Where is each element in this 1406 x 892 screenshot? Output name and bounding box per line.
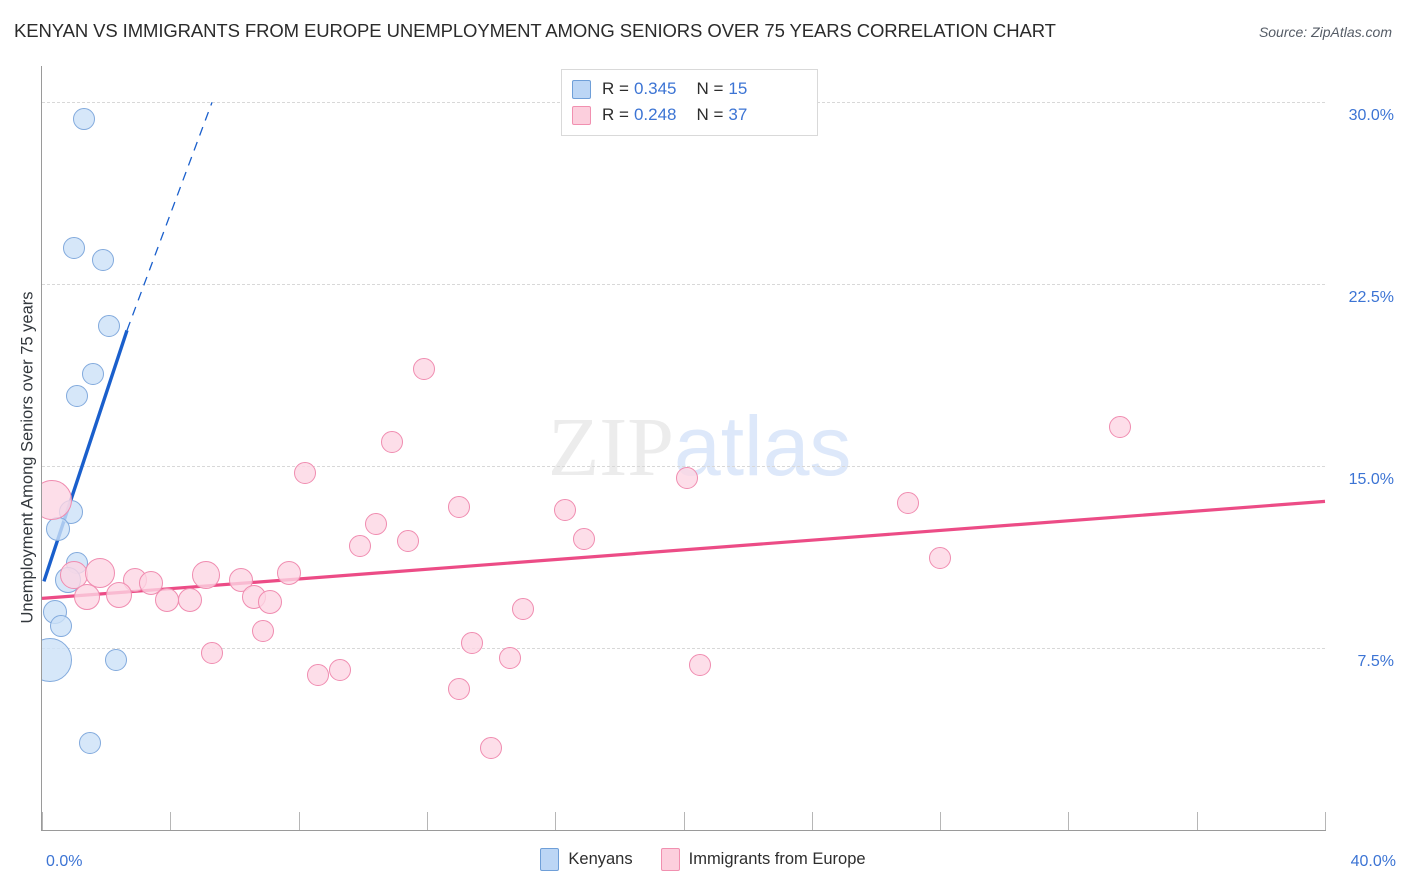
page-title: KENYAN VS IMMIGRANTS FROM EUROPE UNEMPLO… <box>14 20 1056 41</box>
data-point-immigrants-from-europe[interactable] <box>73 584 100 611</box>
gridline <box>42 648 1325 650</box>
x-axis-tick <box>42 812 43 830</box>
data-point-immigrants-from-europe[interactable] <box>412 358 435 381</box>
data-point-immigrants-from-europe[interactable] <box>42 480 72 521</box>
legend-row-immigrants-from-europe: R = 0.248 N = 37 <box>572 102 807 128</box>
n-value-kenyans: 15 <box>728 79 748 98</box>
data-point-kenyans[interactable] <box>82 363 105 386</box>
x-axis-tick <box>1196 812 1198 830</box>
r-label-immigrants: R = <box>602 105 629 124</box>
data-point-kenyans[interactable] <box>104 649 127 672</box>
x-axis-tick <box>298 812 300 830</box>
x-axis-line <box>41 830 1326 831</box>
data-point-immigrants-from-europe[interactable] <box>105 581 132 608</box>
data-point-immigrants-from-europe[interactable] <box>512 598 535 621</box>
data-point-kenyans[interactable] <box>79 731 102 754</box>
x-axis-tick <box>555 812 557 830</box>
x-axis-tick <box>1068 812 1070 830</box>
x-axis-min-label: 0.0% <box>46 853 83 870</box>
y-tick-label: 7.5% <box>1357 653 1394 671</box>
y-tick-label: 22.5% <box>1348 289 1394 307</box>
data-point-immigrants-from-europe[interactable] <box>480 736 503 759</box>
data-point-immigrants-from-europe[interactable] <box>447 496 470 519</box>
y-axis-line <box>41 66 42 831</box>
gridline <box>42 466 1325 468</box>
x-axis-tick <box>1325 812 1326 830</box>
data-point-immigrants-from-europe[interactable] <box>688 654 711 677</box>
data-point-immigrants-from-europe[interactable] <box>553 498 576 521</box>
y-tick-label: 30.0% <box>1348 107 1394 125</box>
data-point-immigrants-from-europe[interactable] <box>396 530 419 553</box>
legend-label-immigrants-from-europe: Immigrants from Europe <box>688 850 866 868</box>
data-point-kenyans[interactable] <box>72 108 95 131</box>
n-label-kenyans: N = <box>696 79 724 98</box>
data-point-immigrants-from-europe[interactable] <box>897 491 920 514</box>
data-point-immigrants-from-europe[interactable] <box>929 547 952 570</box>
y-tick-label: 15.0% <box>1348 471 1394 489</box>
data-point-immigrants-from-europe[interactable] <box>460 632 483 655</box>
r-label-kenyans: R = <box>602 79 629 98</box>
r-value-kenyans: 0.345 <box>633 79 677 98</box>
x-axis-tick <box>426 812 428 830</box>
x-axis-tick <box>811 812 813 830</box>
data-point-immigrants-from-europe[interactable] <box>155 587 180 612</box>
legend-label-kenyans: Kenyans <box>568 850 633 868</box>
data-point-immigrants-from-europe[interactable] <box>675 467 698 490</box>
scatter-markers <box>42 66 1326 831</box>
data-point-immigrants-from-europe[interactable] <box>84 557 115 588</box>
legend-swatch-immigrants-from-europe <box>572 105 591 125</box>
data-point-kenyans[interactable] <box>46 517 71 542</box>
legend-entry-kenyans[interactable]: Kenyans <box>540 848 633 871</box>
series-legend: Kenyans Immigrants from Europe <box>0 848 1406 871</box>
x-axis-tick <box>940 812 942 830</box>
legend-swatch-kenyans <box>572 79 591 99</box>
data-point-immigrants-from-europe[interactable] <box>294 462 316 485</box>
legend-chip-kenyans <box>540 848 560 871</box>
legend-chip-immigrants-from-europe <box>660 848 680 871</box>
r-value-immigrants: 0.248 <box>633 105 677 124</box>
data-point-immigrants-from-europe[interactable] <box>191 561 220 590</box>
legend-entry-immigrants-from-europe[interactable]: Immigrants from Europe <box>660 848 866 871</box>
source-label: Source: ZipAtlas.com <box>1258 24 1392 40</box>
data-point-kenyans[interactable] <box>42 638 73 683</box>
data-point-immigrants-from-europe[interactable] <box>380 430 403 453</box>
data-point-immigrants-from-europe[interactable] <box>499 646 522 669</box>
data-point-immigrants-from-europe[interactable] <box>1108 416 1131 439</box>
gridline <box>42 284 1325 286</box>
data-point-kenyans[interactable] <box>91 249 114 272</box>
x-axis-max-label: 40.0% <box>1350 853 1396 870</box>
n-label-immigrants: N = <box>696 105 724 124</box>
legend-row-kenyans: R = 0.345 N = 15 <box>572 76 807 102</box>
y-axis-title: Unemployment Among Seniors over 75 years <box>18 291 37 624</box>
data-point-immigrants-from-europe[interactable] <box>329 658 352 681</box>
data-point-kenyans[interactable] <box>66 384 89 407</box>
data-point-immigrants-from-europe[interactable] <box>200 641 223 664</box>
data-point-kenyans[interactable] <box>50 615 73 638</box>
data-point-immigrants-from-europe[interactable] <box>276 560 301 585</box>
data-point-immigrants-from-europe[interactable] <box>447 678 470 701</box>
data-point-kenyans[interactable] <box>63 236 86 259</box>
x-axis-tick <box>170 812 172 830</box>
data-point-immigrants-from-europe[interactable] <box>177 587 202 612</box>
data-point-immigrants-from-europe[interactable] <box>573 527 596 550</box>
data-point-immigrants-from-europe[interactable] <box>348 535 371 558</box>
data-point-kenyans[interactable] <box>98 314 121 337</box>
correlation-legend: R = 0.345 N = 15 R = 0.248 N = 37 <box>561 69 818 136</box>
x-axis-tick <box>683 812 685 830</box>
data-point-immigrants-from-europe[interactable] <box>257 590 282 614</box>
data-point-immigrants-from-europe[interactable] <box>252 620 275 643</box>
data-point-immigrants-from-europe[interactable] <box>306 663 329 686</box>
data-point-immigrants-from-europe[interactable] <box>364 513 387 536</box>
n-value-immigrants: 37 <box>728 105 748 124</box>
